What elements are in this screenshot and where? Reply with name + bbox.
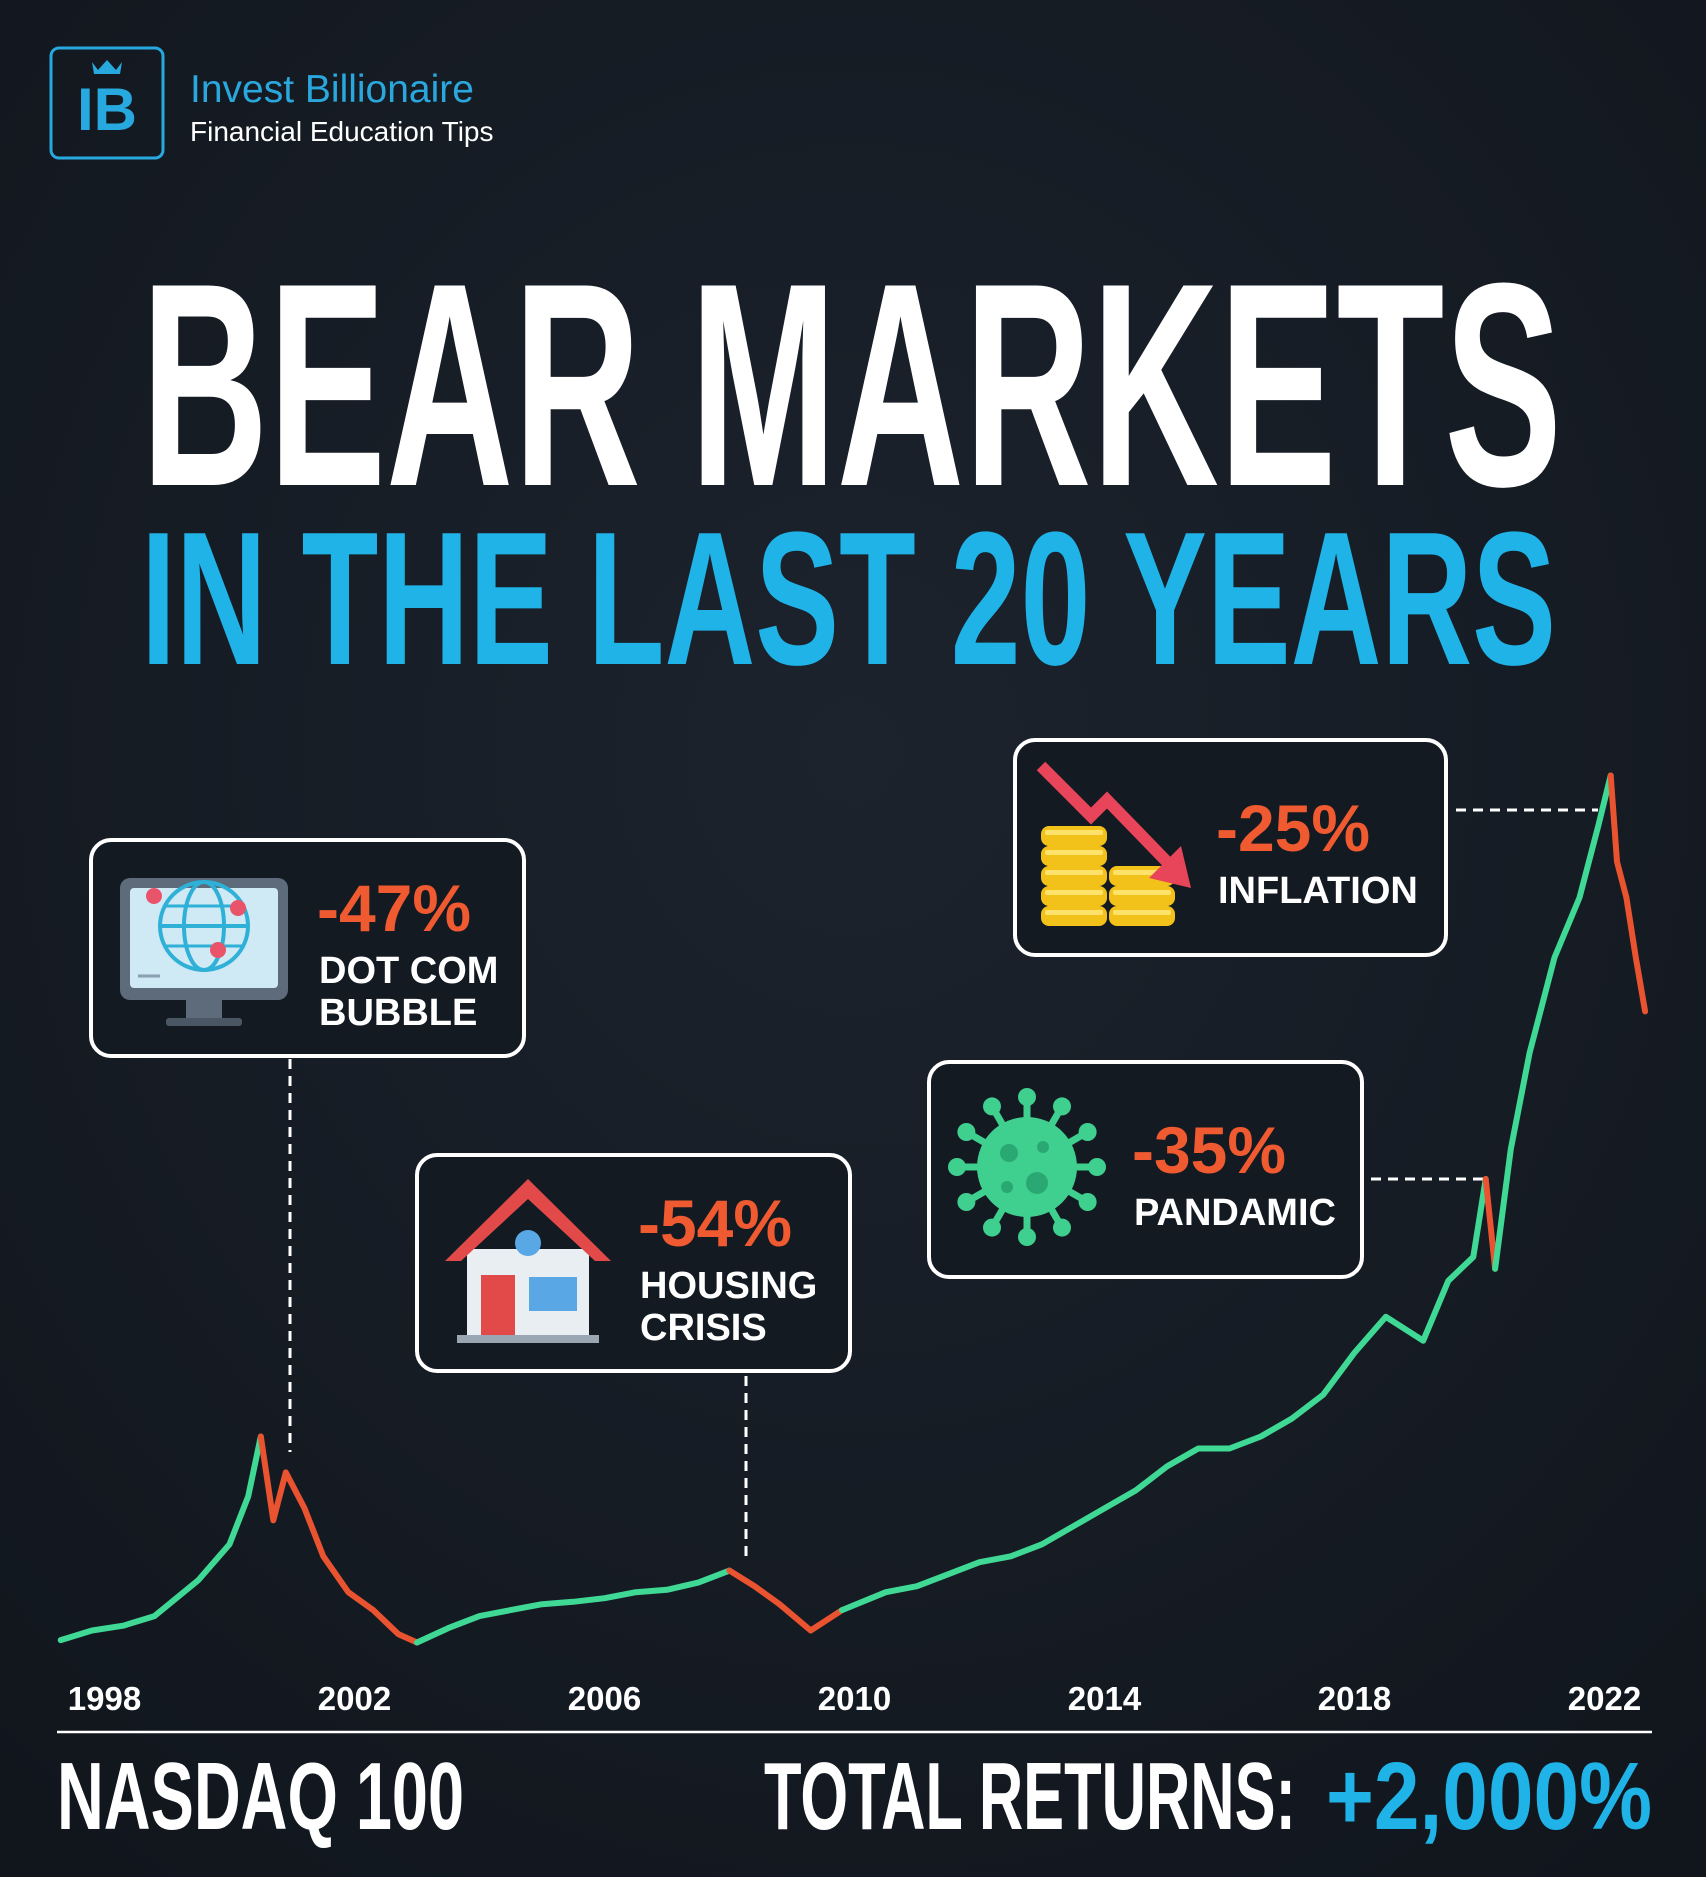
logo-frame: [49, 46, 165, 160]
annotation: -25% INFLATION: [1013, 738, 1448, 957]
icon-part: [146, 888, 162, 904]
icon-part: [1078, 1123, 1097, 1141]
line-segment: [57, 1433, 264, 1644]
total-returns-text: TOTAL RETURNS:: [764, 1743, 1296, 1850]
icon-part: [1053, 1097, 1071, 1116]
logo-mark: IB: [77, 76, 137, 143]
icon-part: [1045, 870, 1103, 875]
line-segment: [414, 1567, 733, 1646]
icon-part: [1041, 886, 1107, 906]
line-segment: [1607, 772, 1649, 1015]
icon-part: [1018, 1228, 1036, 1246]
annotation-text: CRISIS: [640, 1307, 767, 1349]
icon-part: [481, 1275, 515, 1335]
icon-part: [1078, 1193, 1097, 1211]
icon-part: [1036, 761, 1176, 871]
index-label: NASDAQ 100: [57, 1743, 464, 1850]
icon-part: [1045, 850, 1103, 855]
x-tick-label: 2014: [1068, 1680, 1142, 1717]
annotation-text: DOT COM: [319, 950, 498, 992]
icon-part: [977, 1117, 1077, 1217]
chart-subtitle: IN THE LAST 20 YEARS: [141, 493, 1556, 705]
line-segment: [1482, 1176, 1499, 1272]
icon-part: [1109, 906, 1175, 926]
icon-part: [515, 1230, 541, 1256]
icon-part: [1000, 1144, 1018, 1162]
icon-part: [230, 900, 246, 916]
icon-part: [186, 1000, 222, 1020]
annotation-text: HOUSING: [640, 1265, 817, 1307]
icon-part: [1149, 846, 1191, 888]
annotation-value: -35%: [1132, 1113, 1286, 1187]
icon-part: [1113, 910, 1171, 915]
icon-part: [1053, 1218, 1071, 1237]
icon-part: [457, 1335, 599, 1343]
annotation-text: INFLATION: [1218, 870, 1418, 912]
total-returns-value: +2,000%: [1326, 1743, 1652, 1850]
icon-part: [1026, 1172, 1048, 1194]
icon-part: [983, 1218, 1001, 1237]
icon-part: [1041, 906, 1107, 926]
icon-part: [957, 1193, 976, 1211]
icon-part: [1041, 866, 1107, 886]
brand-name: Invest Billionaire: [190, 68, 474, 111]
annotation-text: PANDAMIC: [1134, 1192, 1336, 1234]
x-tick-label: 2006: [568, 1680, 641, 1717]
line-segment: [257, 1433, 420, 1646]
icon-part: [1041, 846, 1107, 866]
line-segment: [726, 1567, 845, 1634]
annotation: -35% PANDAMIC: [927, 1060, 1364, 1279]
annotation-box: [927, 1060, 1364, 1279]
logo-crown: [92, 60, 122, 74]
line-segment: [1492, 772, 1614, 1272]
annotation-value: -47%: [317, 871, 471, 945]
icon-part: [1045, 910, 1103, 915]
annotation-text: BUBBLE: [319, 992, 477, 1034]
icon-part: [957, 1123, 976, 1141]
icon-part: [1001, 1181, 1013, 1193]
x-tick-label: 1998: [68, 1680, 141, 1717]
icon-part: [1045, 830, 1103, 835]
icon-part: [1037, 1141, 1049, 1153]
x-tick-label: 2022: [1568, 1680, 1641, 1717]
x-tick-label: 2018: [1318, 1680, 1391, 1717]
annotation-value: -25%: [1216, 791, 1370, 865]
icon-part: [1113, 890, 1171, 895]
annotation-value: -54%: [638, 1186, 792, 1260]
icon-part: [1041, 826, 1107, 846]
x-tick-label: 2002: [318, 1680, 391, 1717]
icon-part: [445, 1179, 611, 1261]
line-segment: [839, 1176, 1489, 1614]
icon-part: [1045, 890, 1103, 895]
icon-part: [1109, 886, 1175, 906]
icon-part: [983, 1097, 1001, 1116]
icon-part: [529, 1277, 577, 1311]
icon-part: [948, 1158, 966, 1176]
brand-tagline: Financial Education Tips: [190, 116, 494, 147]
total-returns-label: +2,000%: [1326, 1743, 1652, 1850]
icon-part: [166, 1018, 242, 1026]
icon-part: [1088, 1158, 1106, 1176]
x-tick-label: 2010: [818, 1680, 891, 1717]
icon-part: [1018, 1088, 1036, 1106]
chart-title: BEAR MARKETS: [141, 223, 1562, 547]
icon-part: [210, 942, 226, 958]
